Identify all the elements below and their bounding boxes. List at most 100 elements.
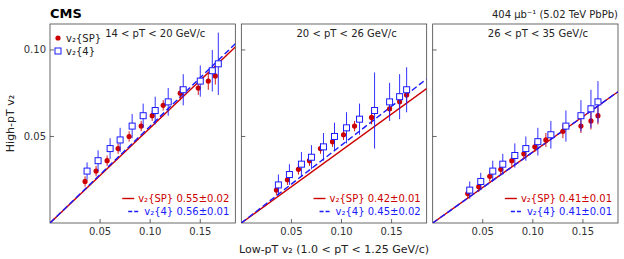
point: [140, 113, 146, 119]
experiment-label: CMS: [50, 6, 82, 21]
slope-key: [505, 198, 517, 199]
point: [467, 187, 473, 193]
fit-line: [50, 44, 235, 223]
point: [332, 133, 338, 139]
point: [490, 168, 496, 174]
point: [84, 168, 90, 174]
plot-frame: [433, 24, 618, 223]
y-tick-label: 0.10: [24, 44, 46, 55]
point: [165, 99, 171, 105]
plot-frame: [241, 24, 426, 223]
slope-key: [511, 211, 523, 212]
chart: 0.050.100.150.050.1014 < pT < 20 GeV/cv₂…: [0, 0, 624, 259]
x-tick-label: 0.15: [189, 226, 211, 237]
y-tick: [50, 49, 54, 50]
plot-frame: [50, 24, 235, 223]
x-tick: [291, 219, 292, 223]
legend-marker: [55, 35, 60, 40]
x-tick: [582, 219, 583, 223]
x-tick: [100, 219, 101, 223]
point: [369, 115, 374, 120]
y-tick: [433, 49, 437, 50]
point: [107, 146, 113, 152]
point: [275, 182, 281, 188]
point: [180, 87, 186, 93]
plot-area: [50, 33, 235, 223]
x-tick: [200, 219, 201, 223]
point: [209, 68, 215, 74]
legend: v₂{SP} v₂{4}: [55, 33, 101, 57]
x-tick: [482, 219, 483, 223]
lumi-label: 404 μb⁻¹ (5.02 TeV PbPb): [492, 9, 618, 20]
point: [372, 108, 378, 114]
point: [352, 123, 357, 128]
point: [215, 61, 221, 67]
point: [478, 178, 484, 184]
x-tick-label: 0.10: [139, 226, 161, 237]
point: [357, 116, 363, 122]
x-tick-label: 0.10: [330, 226, 352, 237]
point: [588, 106, 594, 112]
x-tick-label: 0.05: [472, 226, 494, 237]
x-tick-label: 0.10: [522, 226, 544, 237]
panel: 0.05 0.10 0.15 26 < pT < 35 GeV/c v₂{SP} 0.4…: [433, 24, 618, 237]
legend-label: v₂{SP}: [66, 33, 101, 44]
point: [117, 137, 123, 143]
slope-label: v₂{SP} 0.55±0.02: [138, 193, 229, 204]
point: [320, 144, 326, 150]
point: [500, 161, 506, 167]
point: [595, 99, 601, 105]
point: [344, 125, 350, 131]
point: [308, 154, 314, 160]
fit-line: [433, 92, 618, 223]
point: [523, 146, 529, 152]
point: [548, 132, 554, 138]
fit-line: [241, 89, 426, 223]
point: [129, 123, 135, 129]
legend-label: v₂{4}: [66, 46, 95, 57]
x-axis-label: Low-pT v₂ (1.0 < pT < 1.25 GeV/c): [239, 243, 429, 256]
y-tick-label: 0.05: [24, 131, 46, 142]
x-tick: [341, 219, 342, 223]
y-tick: [50, 136, 54, 137]
panel-title: 20 < pT < 26 GeV/c: [296, 28, 396, 39]
x-tick-label: 0.15: [572, 226, 594, 237]
x-tick-label: 0.05: [89, 226, 111, 237]
point: [512, 153, 518, 159]
point: [152, 108, 158, 114]
panel: 0.050.100.1520 < pT < 26 GeV/cv₂{SP} 0.4…: [241, 24, 426, 237]
point: [127, 134, 132, 139]
point: [404, 87, 410, 93]
y-axis-label: High-pT v₂: [4, 95, 17, 152]
point: [535, 139, 541, 145]
x-tick-label: 0.15: [380, 226, 402, 237]
slope-key: [128, 211, 140, 212]
slope-label: v₂{4} 0.41±0.01: [527, 206, 612, 217]
legend-marker: [55, 48, 61, 54]
slope-label: v₂{SP} 0.41±0.01: [521, 193, 612, 204]
slope-label: v₂{4} 0.56±0.01: [144, 206, 229, 217]
slope-label: v₂{SP} 0.42±0.01: [330, 193, 421, 204]
x-tick: [150, 219, 151, 223]
plot-area: [433, 81, 618, 223]
x-tick: [391, 219, 392, 223]
point: [206, 79, 211, 84]
point: [286, 172, 292, 178]
point: [197, 78, 203, 84]
slope-key: [314, 198, 326, 199]
point: [95, 158, 101, 164]
point: [578, 113, 584, 119]
panel-title: 26 < pT < 35 GeV/c: [488, 28, 588, 39]
fit-line: [241, 79, 426, 223]
point: [105, 158, 110, 163]
slope-key: [122, 198, 134, 199]
y-tick: [241, 49, 245, 50]
slope-key: [320, 211, 332, 212]
point: [298, 161, 304, 167]
y-tick: [433, 136, 437, 137]
point: [341, 132, 346, 137]
point: [563, 123, 569, 129]
point: [387, 99, 393, 105]
x-tick: [532, 219, 533, 223]
y-tick: [241, 136, 245, 137]
